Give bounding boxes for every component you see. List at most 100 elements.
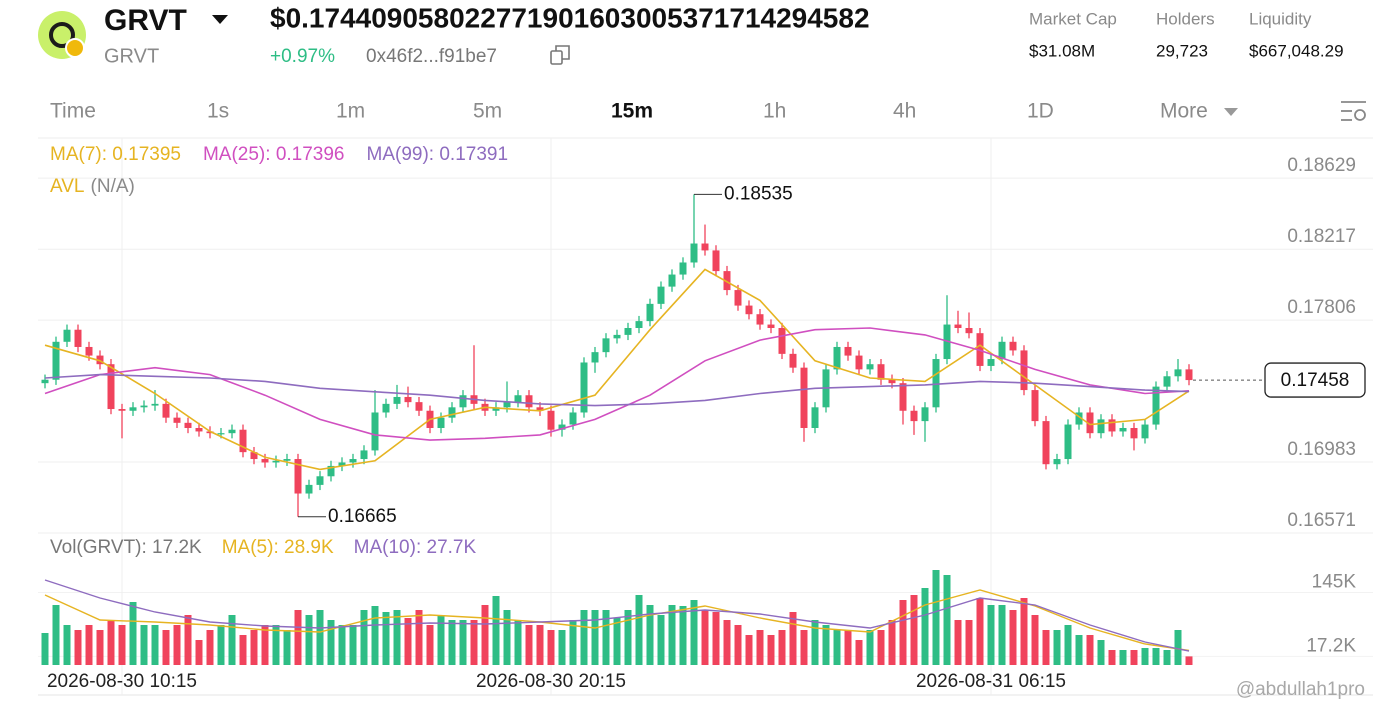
volume-bar [635,595,643,665]
candle-body [107,364,115,410]
stat-value: $667,048.29 [1249,41,1344,60]
interval-tab[interactable]: 4h [893,100,916,123]
copy-icon[interactable] [550,45,570,65]
interval-tab[interactable]: 5m [473,100,502,123]
candle-body [1097,419,1105,434]
candle-body [74,329,82,347]
volume-bar [602,610,610,665]
volume-bar [437,615,445,665]
interval-tab[interactable]: 1h [763,100,786,123]
candle-body [217,433,225,435]
candle-body [591,352,599,363]
volume-bar [371,606,379,665]
legend-entry: MA(25): 0.17396 [203,144,345,165]
candle-body [888,379,896,384]
candle-body [1053,459,1061,465]
volume-bar [844,630,852,665]
candle-body [459,395,467,408]
volume-bar [1009,610,1017,665]
stat-value: 29,723 [1156,41,1208,60]
volume-bar [1097,640,1105,665]
interval-tab[interactable]: Time [50,100,96,123]
volume-bar [1075,635,1083,665]
y-tick-label: 0.17806 [1287,297,1356,318]
volume-bar [162,630,170,665]
volume-bar [866,630,874,665]
candle-body [690,243,698,263]
candle-body [855,355,863,370]
volume-bar [646,605,654,665]
low-annotation: 0.16665 [328,506,397,527]
volume-bar [1020,598,1028,665]
candle-body [811,407,819,428]
volume-bar [591,610,599,665]
candle-body [1163,376,1171,387]
interval-tab[interactable]: 1m [336,100,365,123]
interval-tab[interactable]: 15m [611,100,653,123]
candle-body [96,355,104,365]
volume-bar [734,625,742,665]
y-tick-label: 145K [1312,572,1357,593]
candle-body [657,286,665,304]
candle-body [866,364,874,370]
candle-body [239,429,247,453]
y-tick-label: 0.16983 [1287,439,1356,460]
volume-bar [976,598,984,665]
volume-bar [1163,650,1171,665]
volume-bar [1053,630,1061,665]
interval-tab[interactable]: 1s [207,100,229,123]
candle-body [701,243,709,251]
y-tick-label: 0.18217 [1287,226,1356,247]
volume-bar [470,620,478,665]
candle-body [129,407,137,411]
more-dropdown[interactable] [1224,108,1238,116]
candle-body [932,359,940,408]
candle-body [338,462,346,466]
volume-bar [481,605,489,665]
volume-bar [767,635,775,665]
volume-bar [558,630,566,665]
candle-body [294,459,302,494]
legend-entry: MA(5): 28.9K [222,537,334,558]
interval-tabs: Time 1s 1m 5m 15m 1h 4h 1D More [50,100,1208,123]
candle-body [1020,350,1028,391]
volume-bar [943,575,951,665]
chart-settings-icon[interactable] [1341,101,1366,121]
candle-body [987,359,995,366]
candle-body [833,346,841,370]
volume-bar [998,605,1006,665]
candle-body [1031,390,1039,422]
volume-bar [580,610,588,665]
candle-body [393,396,401,404]
volume-bar [41,633,49,665]
volume-bar [195,640,203,665]
interval-tab[interactable]: 1D [1027,100,1054,123]
x-tick-label: 2026-08-30 20:15 [476,671,626,692]
volume-bar [756,630,764,665]
volume-bar [261,625,269,665]
legend-entry: MA(99): 0.17391 [367,144,509,165]
y-tick-label: 0.18629 [1287,155,1356,176]
candle-body [184,422,192,428]
volume-bar [283,630,291,665]
candle-body [261,459,269,463]
volume-bar [833,630,841,665]
candle-body [492,407,500,411]
volume-bar [393,610,401,665]
volume-bar [272,625,280,665]
token-symbol[interactable]: GRVT [104,4,187,37]
candle-body [283,459,291,461]
symbol-dropdown[interactable] [212,15,228,24]
token-name: GRVT [104,45,159,67]
candle-body [723,271,731,291]
candle-body [536,407,544,411]
candle-body [756,314,764,325]
volume-bar [1108,650,1116,665]
volume-bar [140,625,148,665]
volume-bar [415,610,423,665]
candle-body [965,328,973,334]
stat-label: Liquidity [1249,9,1312,28]
candle-body [613,334,621,339]
interval-tab[interactable]: More [1160,100,1208,123]
candle-body [162,403,170,418]
